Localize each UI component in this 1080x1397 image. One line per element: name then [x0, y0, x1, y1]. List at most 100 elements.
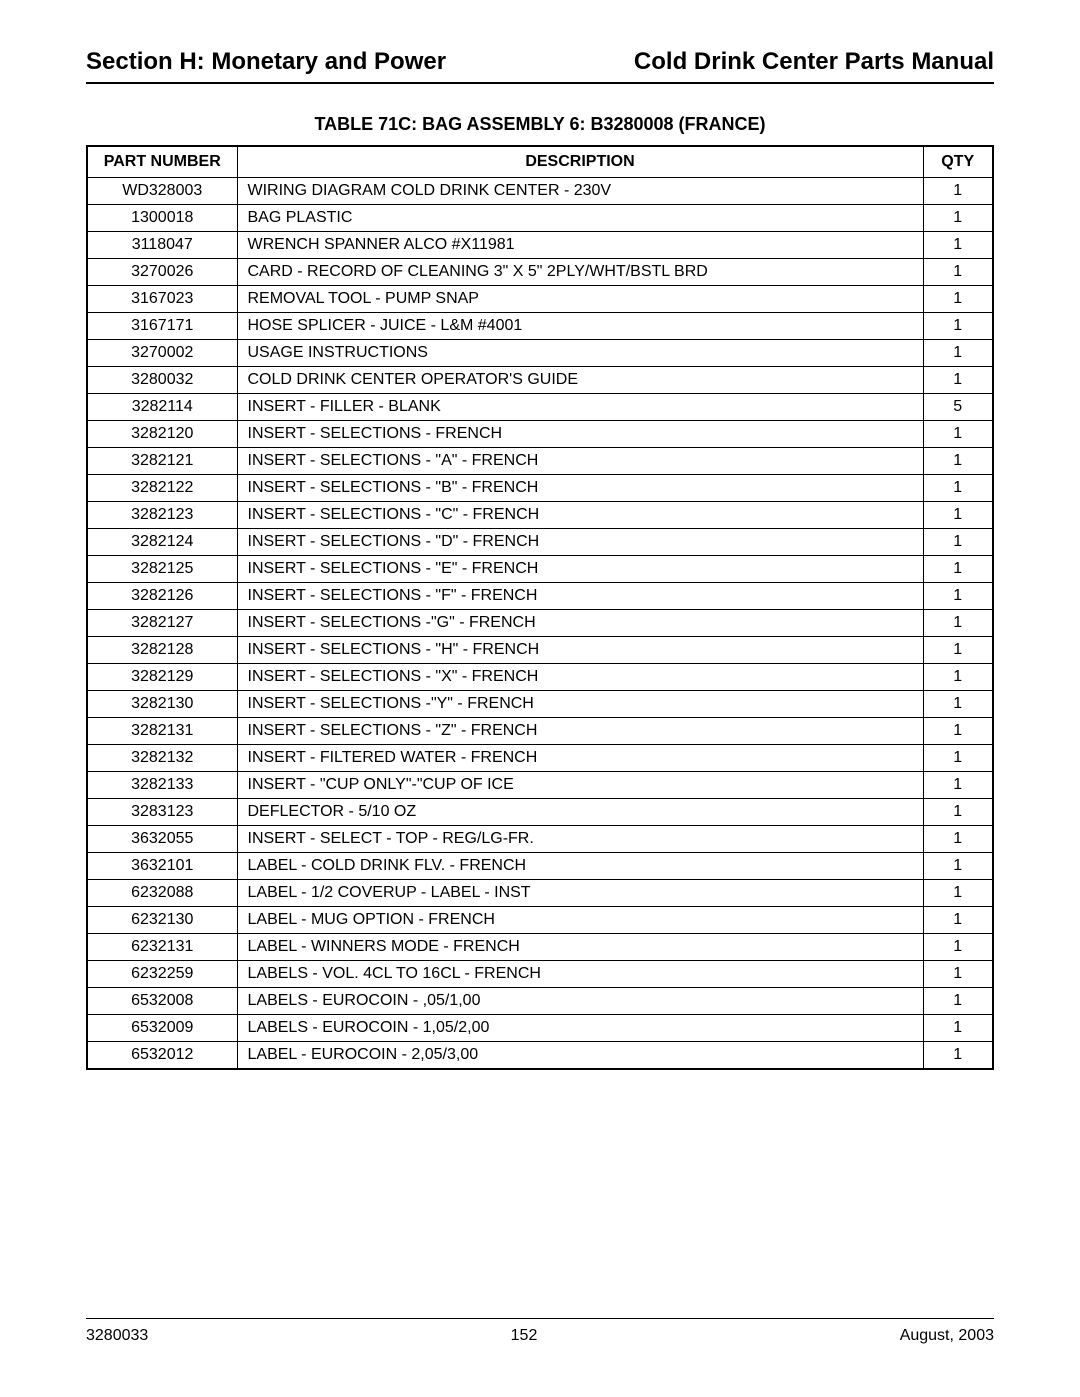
cell-part-number: 3282132 [87, 745, 237, 772]
cell-qty: 1 [923, 259, 993, 286]
cell-part-number: 1300018 [87, 205, 237, 232]
header-manual-title: Cold Drink Center Parts Manual [634, 48, 994, 76]
cell-part-number: 3270026 [87, 259, 237, 286]
cell-description: INSERT - SELECT - TOP - REG/LG-FR. [237, 826, 923, 853]
footer-doc-number: 3280033 [86, 1327, 148, 1345]
cell-description: INSERT - SELECTIONS -"Y" - FRENCH [237, 691, 923, 718]
cell-qty: 5 [923, 394, 993, 421]
cell-description: LABELS - EUROCOIN - 1,05/2,00 [237, 1015, 923, 1042]
cell-description: CARD - RECORD OF CLEANING 3" X 5" 2PLY/W… [237, 259, 923, 286]
cell-qty: 1 [923, 205, 993, 232]
cell-part-number: 6532012 [87, 1042, 237, 1070]
cell-description: INSERT - SELECTIONS - "C" - FRENCH [237, 502, 923, 529]
cell-description: LABELS - VOL. 4CL TO 16CL - FRENCH [237, 961, 923, 988]
table-row: 3282125INSERT - SELECTIONS - "E" - FRENC… [87, 556, 993, 583]
cell-qty: 1 [923, 475, 993, 502]
cell-part-number: 3282122 [87, 475, 237, 502]
cell-qty: 1 [923, 583, 993, 610]
table-row: 3167171HOSE SPLICER - JUICE - L&M #40011 [87, 313, 993, 340]
cell-description: LABEL - EUROCOIN - 2,05/3,00 [237, 1042, 923, 1070]
cell-description: LABEL - MUG OPTION - FRENCH [237, 907, 923, 934]
cell-qty: 1 [923, 286, 993, 313]
page-footer: 3280033 152 August, 2003 [86, 1318, 994, 1345]
cell-description: INSERT - "CUP ONLY"-"CUP OF ICE [237, 772, 923, 799]
cell-description: INSERT - SELECTIONS - "Z" - FRENCH [237, 718, 923, 745]
cell-description: COLD DRINK CENTER OPERATOR'S GUIDE [237, 367, 923, 394]
cell-part-number: 3282124 [87, 529, 237, 556]
table-row: 3283123DEFLECTOR - 5/10 OZ1 [87, 799, 993, 826]
cell-part-number: 3282128 [87, 637, 237, 664]
table-row: 3280032COLD DRINK CENTER OPERATOR'S GUID… [87, 367, 993, 394]
cell-part-number: 3282133 [87, 772, 237, 799]
footer-page-number: 152 [511, 1327, 538, 1345]
table-row: 3282132INSERT - FILTERED WATER - FRENCH1 [87, 745, 993, 772]
cell-part-number: 3282129 [87, 664, 237, 691]
table-row: 3282122INSERT - SELECTIONS - "B" - FRENC… [87, 475, 993, 502]
table-row: WD328003WIRING DIAGRAM COLD DRINK CENTER… [87, 178, 993, 205]
cell-qty: 1 [923, 745, 993, 772]
page-header: Section H: Monetary and Power Cold Drink… [86, 48, 994, 84]
cell-qty: 1 [923, 772, 993, 799]
table-row: 3282120INSERT - SELECTIONS - FRENCH1 [87, 421, 993, 448]
cell-part-number: 3270002 [87, 340, 237, 367]
cell-description: DEFLECTOR - 5/10 OZ [237, 799, 923, 826]
cell-qty: 1 [923, 988, 993, 1015]
cell-description: INSERT - SELECTIONS - "E" - FRENCH [237, 556, 923, 583]
table-row: 3270026CARD - RECORD OF CLEANING 3" X 5"… [87, 259, 993, 286]
cell-description: LABEL - WINNERS MODE - FRENCH [237, 934, 923, 961]
cell-description: LABELS - EUROCOIN - ,05/1,00 [237, 988, 923, 1015]
table-row: 3282133INSERT - "CUP ONLY"-"CUP OF ICE1 [87, 772, 993, 799]
cell-qty: 1 [923, 367, 993, 394]
cell-description: LABEL - COLD DRINK FLV. - FRENCH [237, 853, 923, 880]
cell-description: INSERT - SELECTIONS - "F" - FRENCH [237, 583, 923, 610]
cell-part-number: 6232088 [87, 880, 237, 907]
table-row: 3167023REMOVAL TOOL - PUMP SNAP1 [87, 286, 993, 313]
cell-part-number: 3632101 [87, 853, 237, 880]
footer-date: August, 2003 [900, 1327, 994, 1345]
cell-part-number: 3282114 [87, 394, 237, 421]
table-row: 6232259LABELS - VOL. 4CL TO 16CL - FRENC… [87, 961, 993, 988]
cell-description: INSERT - SELECTIONS - "B" - FRENCH [237, 475, 923, 502]
cell-description: INSERT - SELECTIONS -"G" - FRENCH [237, 610, 923, 637]
table-row: 3282126INSERT - SELECTIONS - "F" - FRENC… [87, 583, 993, 610]
cell-qty: 1 [923, 610, 993, 637]
table-row: 3632101LABEL - COLD DRINK FLV. - FRENCH1 [87, 853, 993, 880]
cell-description: INSERT - SELECTIONS - "H" - FRENCH [237, 637, 923, 664]
cell-part-number: 3282126 [87, 583, 237, 610]
cell-qty: 1 [923, 529, 993, 556]
cell-part-number: 3280032 [87, 367, 237, 394]
parts-table: PART NUMBER DESCRIPTION QTY WD328003WIRI… [86, 145, 994, 1070]
cell-qty: 1 [923, 826, 993, 853]
cell-part-number: 3282121 [87, 448, 237, 475]
cell-description: WRENCH SPANNER ALCO #X11981 [237, 232, 923, 259]
cell-qty: 1 [923, 799, 993, 826]
cell-part-number: 6232130 [87, 907, 237, 934]
table-row: 3118047WRENCH SPANNER ALCO #X119811 [87, 232, 993, 259]
table-title: TABLE 71C: BAG ASSEMBLY 6: B3280008 (FRA… [86, 114, 994, 135]
cell-part-number: 3632055 [87, 826, 237, 853]
table-row: 3282129INSERT - SELECTIONS - "X" - FRENC… [87, 664, 993, 691]
table-row: 6232130LABEL - MUG OPTION - FRENCH1 [87, 907, 993, 934]
cell-description: INSERT - FILTERED WATER - FRENCH [237, 745, 923, 772]
col-header-qty: QTY [923, 146, 993, 178]
cell-part-number: 3282131 [87, 718, 237, 745]
cell-qty: 1 [923, 1042, 993, 1070]
cell-description: HOSE SPLICER - JUICE - L&M #4001 [237, 313, 923, 340]
cell-part-number: 3282125 [87, 556, 237, 583]
cell-part-number: 6532009 [87, 1015, 237, 1042]
cell-qty: 1 [923, 934, 993, 961]
cell-part-number: 6232131 [87, 934, 237, 961]
cell-part-number: 3167023 [87, 286, 237, 313]
page: Section H: Monetary and Power Cold Drink… [0, 0, 1080, 1397]
cell-part-number: 6232259 [87, 961, 237, 988]
table-row: 6232131LABEL - WINNERS MODE - FRENCH1 [87, 934, 993, 961]
table-row: 6532009LABELS - EUROCOIN - 1,05/2,001 [87, 1015, 993, 1042]
cell-part-number: 3282120 [87, 421, 237, 448]
header-section-title: Section H: Monetary and Power [86, 48, 446, 76]
cell-qty: 1 [923, 502, 993, 529]
cell-qty: 1 [923, 691, 993, 718]
cell-qty: 1 [923, 718, 993, 745]
table-row: 6532012LABEL - EUROCOIN - 2,05/3,001 [87, 1042, 993, 1070]
cell-qty: 1 [923, 556, 993, 583]
cell-qty: 1 [923, 637, 993, 664]
